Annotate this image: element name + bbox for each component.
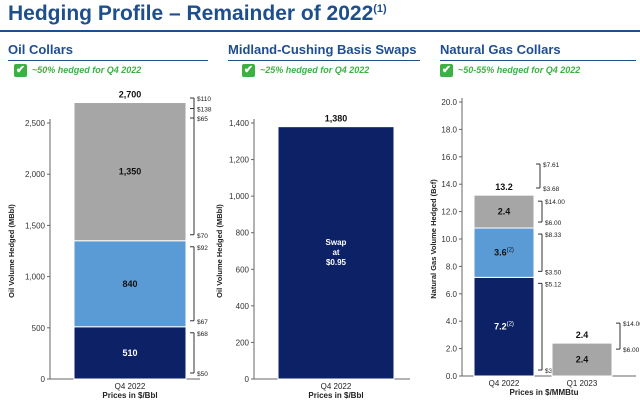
hedge-note-basis: ~25% hedged for Q4 2022 [260, 65, 370, 75]
section-title-oil-collars: Oil Collars [8, 42, 74, 57]
price-ceiling-label: $7.61 [543, 162, 560, 169]
price-floor-label: $70 [197, 233, 208, 240]
bar-segment [73, 102, 187, 242]
page-title: Hedging Profile – Remainder of 2022(1) [8, 2, 387, 25]
bar-value-label: 840 [122, 279, 137, 289]
bar-value-label: 3.6(2) [494, 248, 514, 258]
section-rule-basis [228, 60, 420, 61]
bar-segment [73, 240, 187, 328]
bar-value-label: 1,350 [119, 167, 142, 177]
y-tick-label: 16.0 [441, 153, 457, 162]
y-tick-label: 18.0 [441, 125, 457, 134]
title-rule [0, 30, 640, 32]
basis-swaps-chart: 0 200 400 600 800 1,000 1,200 1,400 Oil Volume H… [215, 114, 410, 400]
bar-value-label: 2.4 [498, 207, 511, 217]
price-ceiling-label: $14.00 [623, 321, 640, 328]
y-tick-label: 600 [236, 265, 250, 274]
bar-segment [551, 342, 613, 377]
hedge-note-oil: ~50% hedged for Q4 2022 [32, 65, 142, 75]
y-tick-label: 0 [41, 375, 46, 384]
y-tick-label: 2,500 [25, 119, 46, 128]
x-tick-label: Q4 2022 [321, 382, 352, 391]
bar-total-label: 13.2 [495, 182, 513, 192]
bar-total-label: 1,380 [325, 114, 348, 124]
y-tick-label: 0 [245, 375, 250, 384]
footnote-marker: (2) [507, 322, 514, 328]
y-tick-label: 1,500 [25, 221, 46, 230]
section-rule-gas [440, 60, 636, 61]
y-tick-label: 400 [236, 302, 250, 311]
price-ceiling-label: $138 [197, 107, 212, 114]
bar-segment [73, 326, 187, 380]
x-tick-label: Q4 2022 [115, 382, 146, 391]
y-tick-label: 500 [32, 324, 46, 333]
check-icon: ✔ [242, 64, 255, 77]
y-tick-label: 20.0 [441, 98, 457, 107]
price-floor-label: $6.00 [545, 220, 562, 227]
y-axis-label: Oil Volume Hedged (MBbl) [215, 204, 224, 298]
bar-value-label: 7.2(2) [494, 322, 514, 332]
price-ceiling-label: $14.00 [545, 199, 565, 206]
y-axis-label: Natural Gas Volume Hedged (Bcf) [429, 179, 438, 299]
section-title-gas-collars: Natural Gas Collars [440, 42, 561, 57]
y-tick-label: 1,200 [229, 156, 250, 165]
bar-segment [277, 126, 395, 380]
price-ceiling-label: $68 [197, 331, 208, 338]
y-tick-label: 8.0 [446, 262, 458, 271]
footnote-marker: (2) [507, 248, 514, 254]
y-tick-label: 10.0 [441, 235, 457, 244]
y-tick-label: 0.0 [446, 372, 458, 381]
gas-collars-chart: 0.0 2.0 4.0 6.0 8.0 10.0 12.0 14.0 16.0 18.0 20.0 N… [429, 98, 640, 397]
x-tick-label: Q4 2022 [489, 379, 520, 388]
check-icon: ✔ [14, 64, 27, 77]
section-rule-oil [8, 60, 208, 61]
hedge-note-gas: ~50-55% hedged for Q4 2022 [458, 65, 581, 75]
y-tick-label: 1,000 [25, 273, 46, 282]
price-ceiling-label: $8.33 [545, 232, 562, 239]
y-tick-label: 12.0 [441, 208, 457, 217]
bar-value-label: 2.4 [576, 355, 589, 365]
price-floor-label: $3.50 [545, 269, 562, 276]
price-floor-label: $67 [197, 319, 208, 326]
price-floor-label: $6.00 [623, 347, 640, 354]
bar-segment [473, 194, 535, 229]
price-floor-label: $65 [197, 116, 208, 123]
price-floor-label: $3.68 [543, 186, 560, 193]
swap-bar-label: at [332, 248, 339, 257]
price-ceiling-label: $5.12 [545, 281, 562, 288]
y-tick-label: 14.0 [441, 180, 457, 189]
y-tick-label: 6.0 [446, 290, 458, 299]
price-ceiling-label: $92 [197, 245, 208, 252]
section-title-basis-swaps: Midland-Cushing Basis Swaps [228, 42, 417, 57]
y-tick-label: 200 [236, 338, 250, 347]
bar-value-label: 510 [122, 348, 137, 358]
x-axis-label: Prices in $/MMBtu [510, 388, 579, 397]
price-ceiling-label: $110 [197, 96, 211, 103]
y-tick-label: 1,000 [229, 192, 250, 201]
check-icon: ✔ [440, 64, 453, 77]
x-tick-label: Q1 2023 [567, 379, 598, 388]
y-tick-label: 1,400 [229, 119, 250, 128]
y-tick-label: 800 [236, 229, 250, 238]
price-floor-label: $50 [197, 371, 208, 378]
y-tick-label: 4.0 [446, 317, 458, 326]
x-axis-label: Prices in $/Bbl [308, 391, 363, 400]
swap-bar-label: Swap [326, 238, 347, 247]
x-axis-label: Prices in $/Bbl [102, 391, 157, 400]
bar-total-label: 2.4 [576, 330, 589, 340]
bar-total-label: 2,700 [119, 90, 142, 100]
y-tick-label: 2,000 [25, 170, 46, 179]
y-axis-label: Oil Volume Hedged (MBbl) [7, 204, 16, 298]
y-tick-label: 2.0 [446, 345, 458, 354]
swap-bar-label: $0.95 [326, 258, 347, 267]
oil-collars-chart: 0 500 1,000 1,500 2,000 2,500 Oil Volume Hedge… [7, 90, 212, 400]
